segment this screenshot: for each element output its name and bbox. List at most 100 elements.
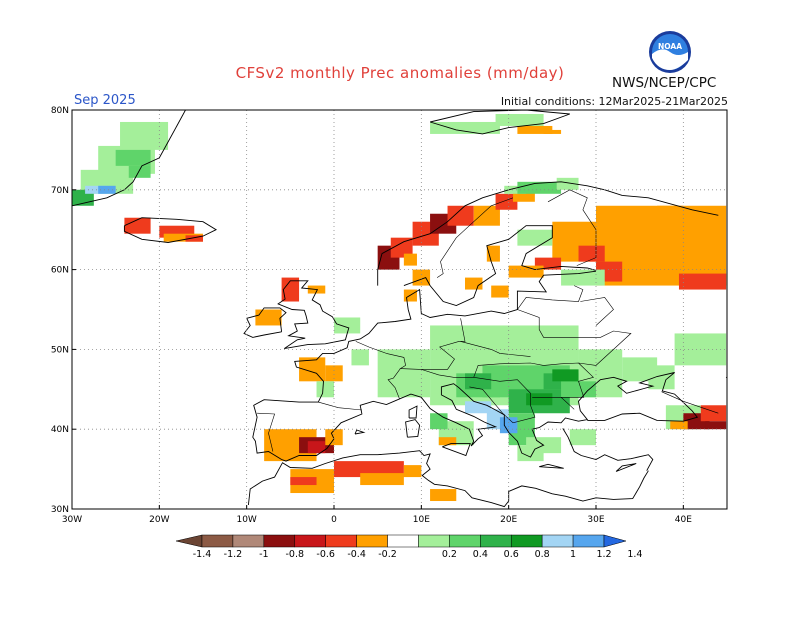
anomaly-cell (705, 421, 727, 430)
latitude-label: 80N (51, 106, 69, 116)
anomaly-cell (508, 265, 544, 278)
legend-arrow-high (603, 534, 627, 548)
latitude-label: 40N (51, 425, 69, 435)
legend-swatch (449, 534, 481, 548)
country-border (355, 341, 387, 354)
coastline (243, 307, 287, 338)
legend-swatch (294, 534, 326, 548)
anomaly-cell (430, 489, 457, 502)
chart-title: CFSv2 monthly Prec anomalies (mm/day) (235, 64, 565, 82)
anomaly-cell (115, 149, 151, 166)
legend-swatch (263, 534, 296, 548)
anomaly-cell (504, 185, 527, 194)
latitude-label: 70N (51, 186, 69, 196)
legend-swatch (480, 534, 512, 548)
longitude-label: 10E (413, 515, 430, 525)
legend-label: -1.2 (224, 549, 243, 560)
coastlines (72, 110, 727, 508)
longitude-label: 0 (331, 515, 337, 525)
legend-arrow-low (175, 534, 203, 548)
anomaly-cell (526, 393, 553, 406)
coastline (72, 110, 186, 207)
country-border (469, 377, 536, 424)
anomaly-cell (513, 189, 535, 202)
anomaly-cell (98, 185, 116, 194)
anomaly-cell (447, 205, 474, 226)
country-border (318, 401, 362, 411)
coastline (354, 429, 366, 435)
legend-label: 1 (570, 549, 576, 560)
anomaly-cell (534, 257, 562, 270)
agency-label: NWS/NCEP/CPC (612, 75, 717, 91)
longitude-label: 40E (675, 515, 692, 525)
country-border (460, 341, 531, 357)
country-border (547, 189, 597, 266)
map-frame (71, 109, 728, 510)
anomaly-cell (465, 401, 492, 414)
coastline (615, 463, 637, 472)
legend-label: 0.6 (504, 549, 519, 560)
anomaly-cell (351, 349, 369, 366)
anomaly-cell (648, 365, 675, 390)
coastline (408, 405, 418, 419)
coastline (429, 110, 570, 135)
anomaly-cell (403, 253, 417, 266)
anomaly-cell (307, 441, 326, 454)
anomaly-cell (412, 269, 431, 286)
anomaly-cell (491, 285, 509, 298)
anomaly-cell (495, 113, 544, 126)
country-border (661, 391, 719, 414)
anomaly-cell (578, 245, 605, 262)
anomaly-cell (325, 365, 343, 382)
longitude-label: 10W (236, 515, 256, 525)
legend-swatch (572, 534, 605, 548)
legend-swatch (232, 534, 265, 548)
country-border (436, 197, 514, 278)
legend-swatch (356, 534, 388, 548)
longitude-ticks: 30W 20W 10W 0 10E 20E 30E 40E (62, 505, 692, 525)
anomaly-cell (334, 317, 361, 334)
longitude-label: 30W (62, 515, 82, 525)
coastline (277, 280, 350, 350)
legend-label: -0.8 (285, 549, 304, 560)
legend-label: 1.4 (627, 549, 642, 560)
legend-swatch (387, 534, 419, 548)
anomaly-cell (670, 421, 688, 430)
legend-swatch (541, 534, 574, 548)
legend-label: -0.2 (378, 549, 397, 560)
legend-label: 0.2 (442, 549, 457, 560)
latitude-label: 60N (51, 266, 69, 276)
coastline (539, 463, 564, 469)
graticule (72, 110, 727, 509)
legend-label: -0.6 (316, 549, 335, 560)
logo-text: NOAA (658, 42, 682, 51)
anomaly-cell (281, 277, 300, 302)
initial-conditions: Initial conditions: 12Mar2025-21Mar2025 (500, 95, 728, 108)
noaa-logo-icon: NOAA (649, 31, 691, 73)
anomaly-cell (556, 177, 579, 190)
country-border (421, 285, 632, 378)
legend-label: -1 (259, 549, 268, 560)
anomaly-cell (430, 121, 500, 134)
latitude-label: 50N (51, 345, 69, 355)
anomaly-cell (561, 381, 596, 398)
anomaly-cell (159, 225, 195, 238)
anomaly-cell (390, 237, 413, 258)
anomaly-cell (128, 165, 151, 178)
longitude-label: 30E (587, 515, 604, 525)
anomaly-cell (657, 205, 684, 222)
coastline (403, 225, 597, 306)
anomaly-cell (517, 181, 562, 194)
anomaly-cell (255, 309, 282, 326)
anomaly-cell (569, 429, 596, 446)
legend-label: -1.4 (193, 549, 212, 560)
anomaly-cell (120, 121, 169, 150)
longitude-label: 20E (500, 515, 517, 525)
anomaly-cell (678, 273, 727, 290)
legend-swatch (325, 534, 357, 548)
legend-swatch (201, 534, 234, 548)
anomaly-cell (495, 193, 518, 210)
anomaly-cell (473, 205, 500, 226)
